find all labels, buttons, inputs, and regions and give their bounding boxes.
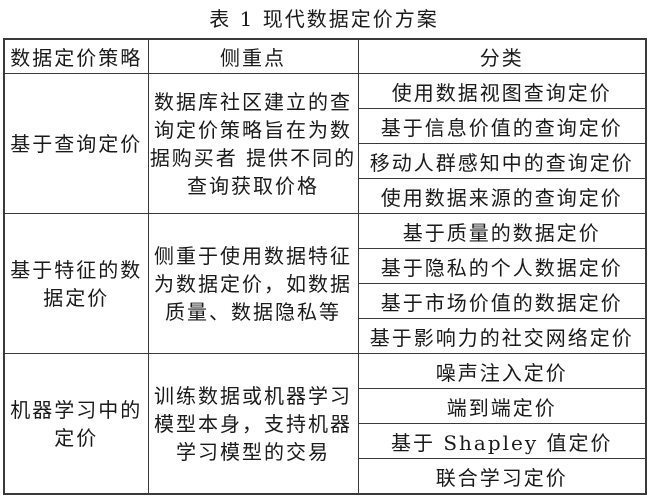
table-row: 基于查询定价 数据库社区建立的查 询定价策略旨在为数 据购买者 提供不同的 查询…	[3, 73, 647, 214]
category-cell: 基于隐私的个人数据定价	[357, 248, 647, 284]
table-row: 基于信息价值的查询定价	[4, 108, 647, 144]
table-row: 使用数据来源的查询定价	[4, 178, 647, 214]
category-cell: 基于信息价值的查询定价	[357, 108, 647, 144]
table-row: 联合学习定价	[4, 458, 647, 495]
table-row: 机器学习中的 定价 训练数据或机器学习 模型本身，支持机器 学习模型的交易 噪声…	[3, 353, 647, 495]
strategy-cell-query-based: 基于查询定价	[3, 73, 149, 214]
strategy-cell-feature-based: 基于特征的数 据定价	[3, 213, 149, 354]
column-header-focus: 侧重点	[147, 38, 359, 74]
category-cell: 使用数据视图查询定价	[357, 73, 647, 109]
category-cell: 基于 Shapley 值定价	[357, 423, 647, 459]
data-pricing-table: 数据定价策略 侧重点 分类 基于查询定价 数据库社区建立的查 询定价策略旨在为数…	[3, 38, 647, 495]
column-header-strategy: 数据定价策略	[3, 38, 149, 74]
category-cell: 联合学习定价	[357, 458, 647, 495]
table-row: 基于特征的数 据定价 侧重于使用数据特征 为数据定价，如数据 质量、数据隐私等 …	[3, 213, 647, 354]
focus-cell-feature-based: 侧重于使用数据特征 为数据定价，如数据 质量、数据隐私等	[147, 213, 359, 354]
category-cell: 移动人群感知中的查询定价	[357, 143, 647, 179]
column-header-category: 分类	[357, 38, 647, 74]
category-cell: 噪声注入定价	[357, 353, 647, 389]
strategy-cell-machine-learning: 机器学习中的 定价	[3, 353, 149, 495]
category-cell: 基于影响力的社交网络定价	[357, 318, 647, 354]
category-cell: 基于质量的数据定价	[357, 213, 647, 249]
table-row: 移动人群感知中的查询定价	[4, 143, 647, 179]
category-cell: 基于市场价值的数据定价	[357, 283, 647, 319]
category-cell: 使用数据来源的查询定价	[357, 178, 647, 214]
header-row: 数据定价策略 侧重点 分类	[3, 38, 647, 74]
table-row: 基于影响力的社交网络定价	[4, 318, 647, 354]
table-row: 基于 Shapley 值定价	[4, 423, 647, 459]
table-title: 表 1 现代数据定价方案	[209, 7, 439, 31]
focus-cell-machine-learning: 训练数据或机器学习 模型本身，支持机器 学习模型的交易	[147, 353, 359, 495]
focus-cell-query-based: 数据库社区建立的查 询定价策略旨在为数 据购买者 提供不同的 查询获取价格	[147, 73, 359, 214]
category-cell: 端到端定价	[357, 388, 647, 424]
